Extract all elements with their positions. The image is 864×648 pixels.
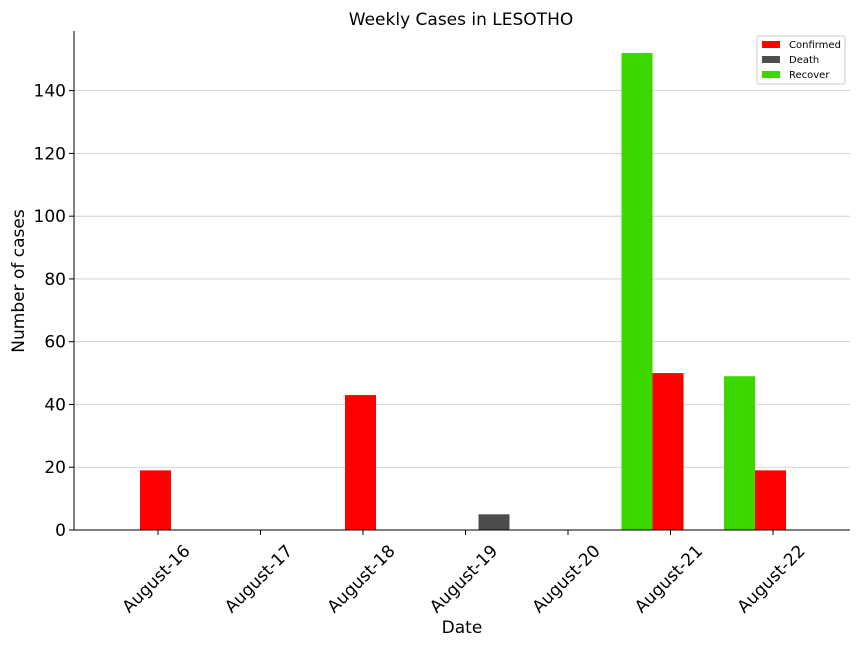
bar-confirmed bbox=[652, 373, 684, 530]
x-tick-label: August-18 bbox=[324, 541, 400, 617]
legend-label: Confirmed bbox=[789, 40, 841, 51]
x-tick-label: August-19 bbox=[426, 541, 502, 617]
x-axis-label: Date bbox=[442, 618, 483, 638]
y-tick-label: 20 bbox=[44, 458, 66, 478]
bar-confirmed bbox=[345, 395, 376, 530]
x-tick-label: August-21 bbox=[631, 541, 707, 617]
legend-label: Death bbox=[789, 55, 819, 66]
legend-swatch bbox=[762, 71, 780, 78]
x-ticks: August-16 August-17 August-18 August-19 Augu… bbox=[119, 530, 810, 617]
y-tick-label: 80 bbox=[44, 270, 66, 290]
y-tick-label: 40 bbox=[44, 395, 66, 415]
y-axis-label: Number of cases bbox=[9, 209, 29, 353]
bar-recover bbox=[724, 376, 755, 530]
y-tick-label: 140 bbox=[34, 82, 66, 102]
x-tick-label: August-22 bbox=[734, 541, 810, 617]
bar-death bbox=[478, 514, 510, 530]
legend-label: Recover bbox=[789, 70, 830, 81]
x-tick-label: August-16 bbox=[119, 541, 195, 617]
bar-confirmed bbox=[755, 470, 786, 530]
y-ticks: 0 20 40 60 80 100 120 140 bbox=[34, 82, 74, 541]
grid-lines bbox=[74, 90, 850, 468]
y-tick-label: 0 bbox=[55, 521, 66, 541]
legend: Confirmed Death Recover bbox=[756, 35, 846, 85]
y-tick-label: 60 bbox=[44, 333, 66, 353]
bars bbox=[140, 52, 786, 530]
chart-title: Weekly Cases in LESOTHO bbox=[349, 10, 573, 30]
x-tick-label: August-20 bbox=[529, 541, 605, 617]
legend-swatch bbox=[762, 56, 780, 63]
y-tick-label: 120 bbox=[34, 144, 66, 164]
x-tick-label: August-17 bbox=[221, 541, 297, 617]
bar-confirmed bbox=[140, 470, 171, 530]
y-tick-label: 100 bbox=[34, 207, 66, 227]
bar-recover bbox=[621, 52, 653, 530]
legend-swatch bbox=[762, 41, 780, 48]
